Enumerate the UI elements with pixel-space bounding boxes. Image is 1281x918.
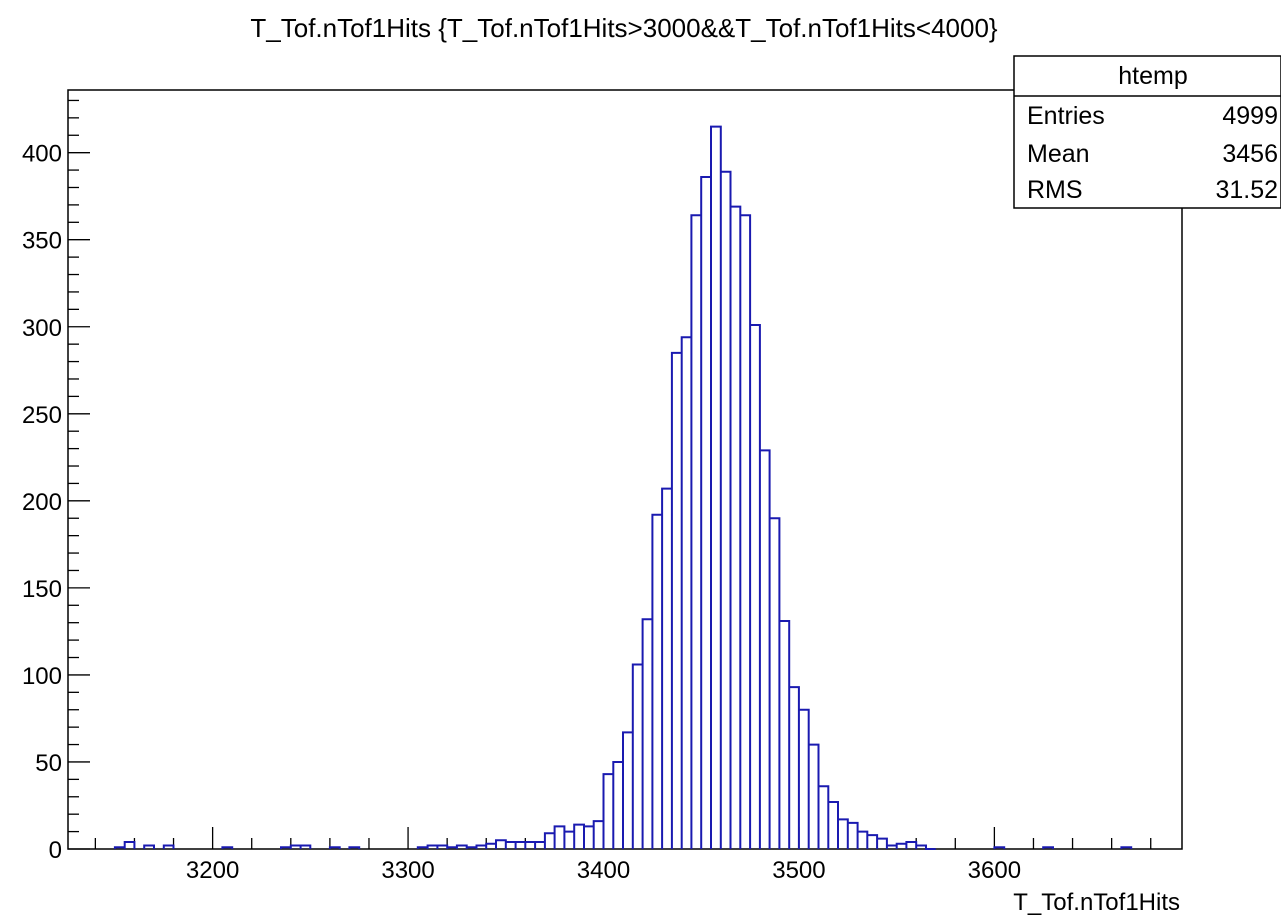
histogram-bin [437,846,447,849]
histogram-bin [1121,847,1131,849]
stats-label-entries: Entries [1027,102,1105,130]
y-tick-label: 250 [22,402,62,429]
histogram-bin [525,842,535,849]
x-axis: 3200 3300 3400 3500 3600 [94,827,1152,884]
histogram-bin [555,826,565,849]
stats-label-rms: RMS [1027,176,1083,204]
histogram-bin [1043,847,1053,849]
histogram-bin [476,846,486,849]
y-tick-label: 50 [35,750,62,777]
y-tick-label: 300 [22,315,62,342]
y-axis: 0 50 100 150 200 250 300 350 400 [22,99,90,864]
histogram-series-line [113,125,1133,850]
histogram-bin [428,846,438,849]
histogram-bin [604,774,614,849]
stats-value-rms: 31.52 [1215,176,1278,204]
plot-frame [67,89,1183,850]
histogram-bin [731,207,741,849]
histogram-bin [711,127,721,849]
histogram-bin [906,842,916,849]
histogram-bin [858,832,868,849]
histogram-bin [897,844,907,849]
histogram-bin [535,842,545,849]
histogram-bin [799,710,809,849]
histogram-bin [506,842,516,849]
x-tick-label: 3400 [577,857,630,884]
histogram-bin [584,826,594,849]
y-tick-label: 100 [22,663,62,690]
histogram-bin [994,847,1004,849]
x-tick-label: 3600 [968,857,1021,884]
histogram-bin [467,847,477,849]
histogram-bin [613,762,623,849]
histogram-bin [750,325,760,849]
x-tick-label: 3300 [381,857,434,884]
y-tick-label: 150 [22,576,62,603]
histogram-bin [144,846,154,849]
stats-value-entries: 4999 [1222,102,1278,130]
stats-box-title: htemp [1118,62,1187,90]
histogram-bin [848,823,858,849]
histogram-bin [222,847,232,849]
histogram-bin [887,846,897,849]
histogram-bin [633,664,643,849]
histogram-bin [682,337,692,849]
histogram-bin [594,821,604,849]
histogram-bin [418,847,428,849]
x-tick-label: 3500 [772,857,825,884]
histogram-bin [623,732,633,849]
histogram-bin [691,215,701,849]
histogram-bin [564,832,574,849]
x-axis-label: T_Tof.nTof1Hits [1013,889,1180,916]
histogram-bin [496,840,506,849]
histogram-bin [721,172,731,849]
histogram-bin [330,847,340,849]
stats-label-mean: Mean [1027,140,1090,168]
histogram-bin [291,846,301,849]
histogram-bin [740,215,750,849]
histogram-bin [809,745,819,849]
histogram-bin [779,621,789,849]
stats-box-frame [1013,55,1281,209]
histogram-bin [838,819,848,849]
histogram-bin [672,353,682,849]
histogram-bin [877,839,887,849]
histogram-bin [916,846,926,849]
histogram-bin [867,835,877,849]
histogram-bin [516,842,526,849]
stats-box: htemp Entries 4999 Mean 3456 RMS 31.52 [1013,55,1281,209]
y-tick-label: 400 [22,141,62,168]
chart-title: T_Tof.nTof1Hits {T_Tof.nTof1Hits>3000&&T… [250,13,998,43]
histogram-bin [545,833,555,849]
y-tick-label: 0 [49,837,62,864]
histogram-bin [281,847,291,849]
histogram-bin [652,515,662,849]
histogram-bin [574,825,584,849]
histogram-bin [662,489,672,849]
x-tick-label: 3200 [186,857,239,884]
histogram-bin [770,518,780,849]
y-tick-label: 350 [22,228,62,255]
histogram-bin [457,846,467,849]
histogram-bin [643,619,653,849]
histogram-bin [789,687,799,849]
histogram-bin [125,842,135,849]
histogram-bin [760,450,770,849]
histogram-bin [818,786,828,849]
histogram-bin [115,847,125,849]
histogram-bin [164,846,174,849]
stats-value-mean: 3456 [1222,140,1278,168]
histogram-bin [486,844,496,849]
histogram-bin [828,802,838,849]
histogram-bin [701,177,711,849]
histogram-bin [349,847,359,849]
histogram-bin [447,847,457,849]
histogram-bins [115,127,1131,849]
histogram-bin [301,846,311,849]
y-tick-label: 200 [22,489,62,516]
